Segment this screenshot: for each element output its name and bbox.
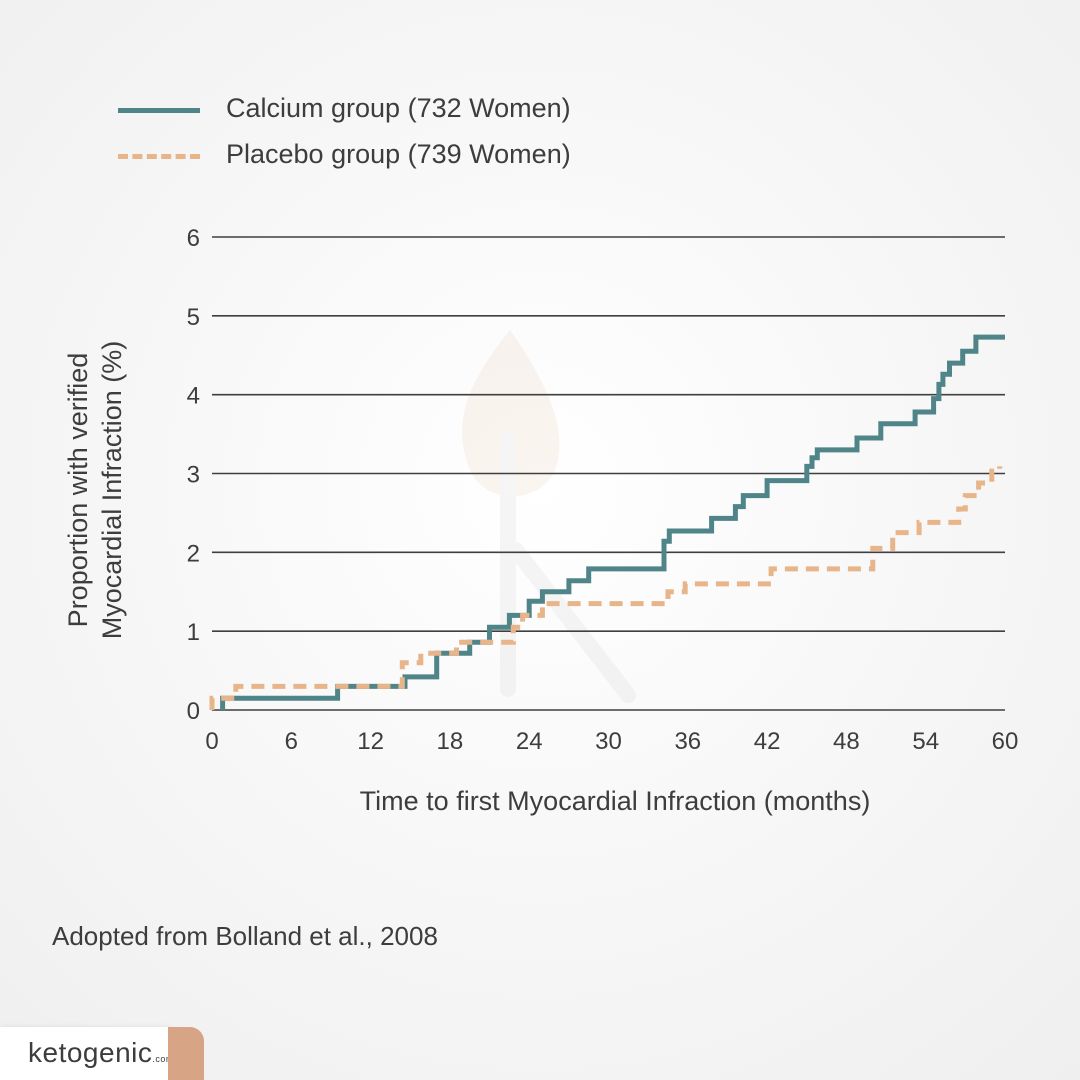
series-layer <box>209 334 1005 710</box>
legend-swatch-placebo <box>118 154 200 159</box>
series-line-calcium <box>220 334 1005 710</box>
x-tick-label-0: 0 <box>205 728 218 755</box>
x-tick-label-60: 60 <box>992 728 1019 755</box>
x-axis-label: Time to first Myocardial Infraction (mon… <box>360 786 871 816</box>
y-axis-label-line-1: Proportion with verified <box>63 353 93 628</box>
brand-logo: ketogenic.com <box>0 1027 180 1080</box>
y-axis-label: Proportion with verified Myocardial Infra… <box>63 341 127 640</box>
y-axis-label-line-2: Myocardial Infraction (%) <box>97 341 127 640</box>
x-tick-label-36: 36 <box>674 728 701 755</box>
legend-label-placebo: Placebo group (739 Women) <box>226 139 571 169</box>
y-tick-label-5: 5 <box>187 304 200 331</box>
x-tick-label-12: 12 <box>357 728 384 755</box>
brand-accent-tab <box>168 1027 204 1080</box>
x-tick-label-18: 18 <box>437 728 464 755</box>
source-citation: Adopted from Bolland et al., 2008 <box>52 921 438 951</box>
x-tick-label-42: 42 <box>754 728 781 755</box>
x-tick-label-30: 30 <box>595 728 622 755</box>
x-tick-label-48: 48 <box>833 728 860 755</box>
x-tick-label-6: 6 <box>285 728 298 755</box>
x-tick-label-24: 24 <box>516 728 543 755</box>
y-tick-label-1: 1 <box>187 619 200 646</box>
y-tick-label-3: 3 <box>187 462 200 489</box>
legend-swatch-calcium <box>118 108 200 113</box>
x-axis-ticks: 0 6 12 18 24 30 36 42 48 54 60 <box>205 728 1018 755</box>
y-tick-label-6: 6 <box>187 225 200 252</box>
legend-label-calcium: Calcium group (732 Women) <box>226 93 571 123</box>
brand-logo-text: ketogenic.com <box>28 1037 174 1068</box>
gridlines <box>212 236 1005 711</box>
y-tick-label-4: 4 <box>187 383 200 410</box>
series-line-placebo <box>209 466 1003 710</box>
y-axis-ticks: 0 1 2 3 4 5 6 <box>187 225 200 725</box>
x-tick-label-54: 54 <box>912 728 939 755</box>
y-tick-label-2: 2 <box>187 540 200 567</box>
y-tick-label-0: 0 <box>187 698 200 725</box>
